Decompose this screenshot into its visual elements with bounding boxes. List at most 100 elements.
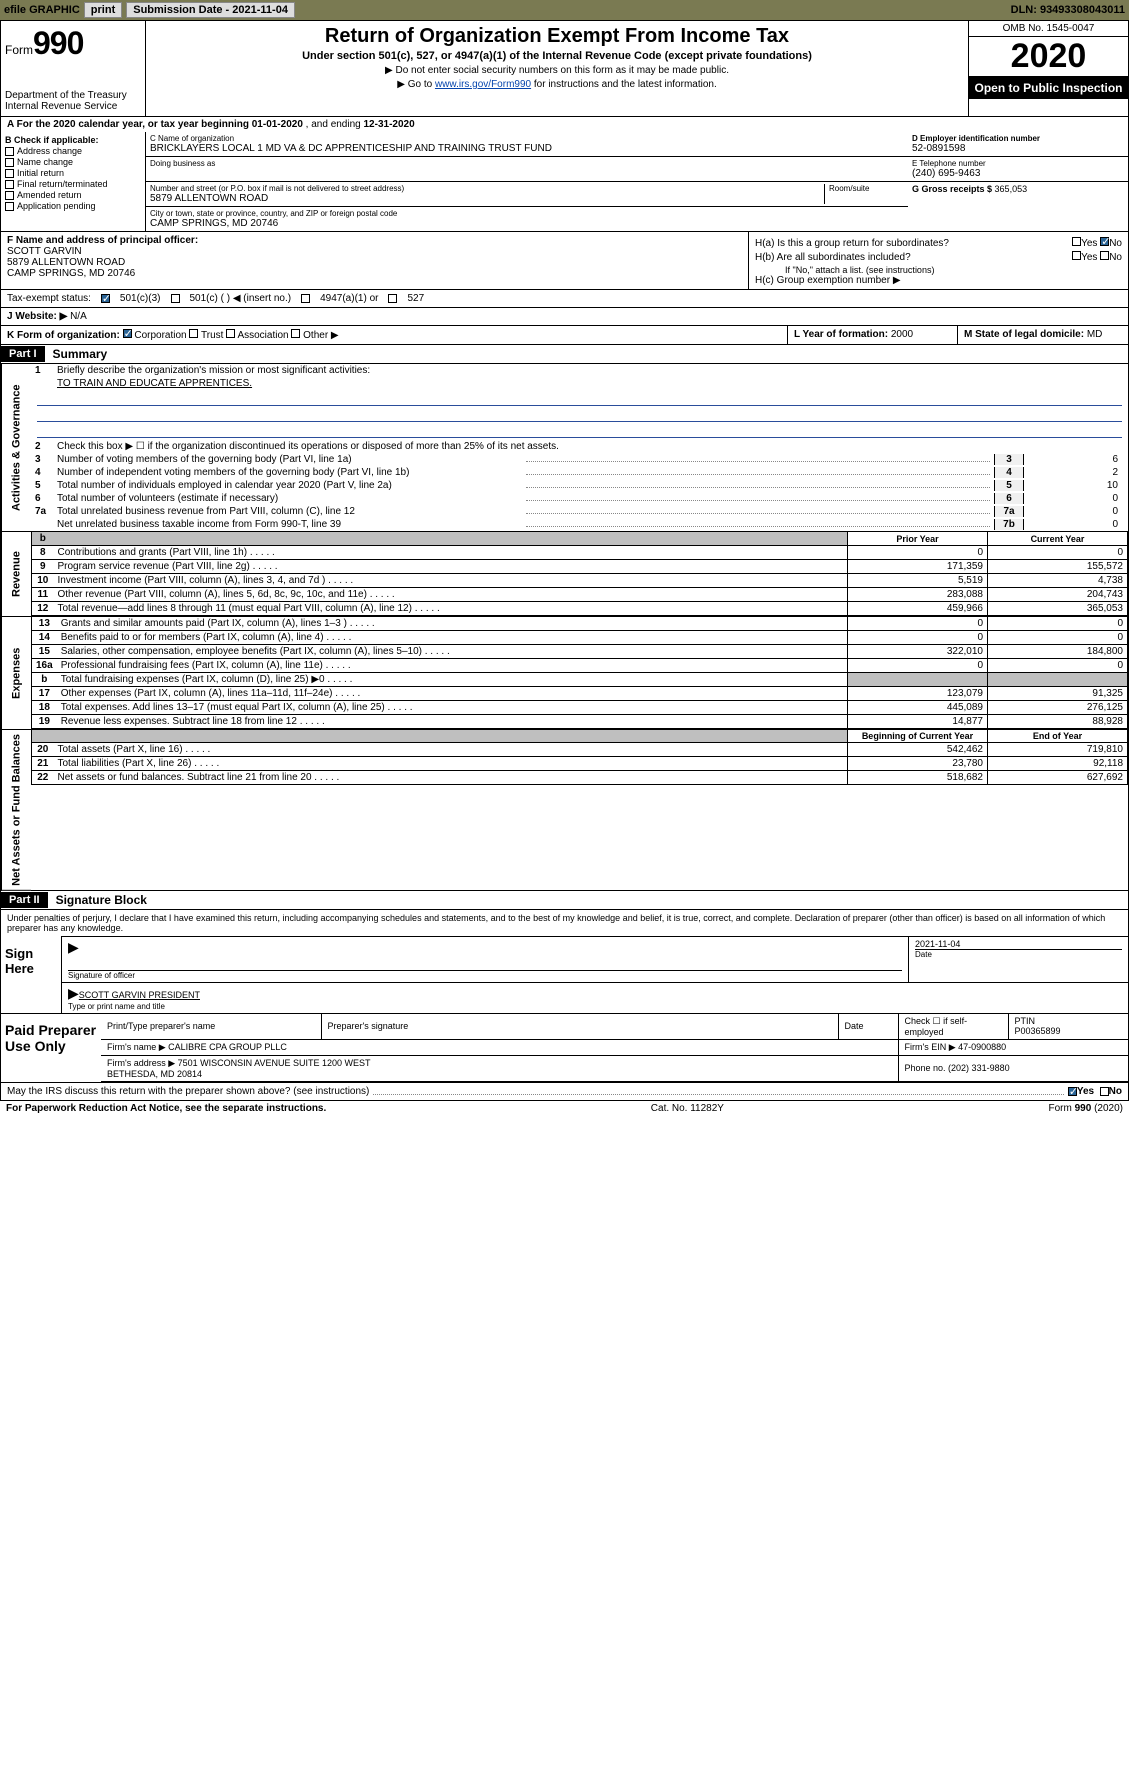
officer-typed-name: SCOTT GARVIN PRESIDENT bbox=[79, 990, 200, 1000]
room-label: Room/suite bbox=[829, 184, 904, 193]
print-button[interactable]: print bbox=[84, 2, 122, 18]
chk-corp[interactable] bbox=[123, 329, 132, 338]
note-link: ▶ Go to www.irs.gov/Form990 for instruct… bbox=[156, 79, 958, 90]
chk-527[interactable] bbox=[388, 294, 397, 303]
b-cell: b bbox=[32, 532, 54, 546]
discuss-no[interactable] bbox=[1100, 1087, 1109, 1096]
row-j-website: J Website: ▶ N/A bbox=[0, 308, 1129, 326]
expenses-table: 13Grants and similar amounts paid (Part … bbox=[31, 617, 1128, 729]
efile-top-bar: efile GRAPHIC print Submission Date - 20… bbox=[0, 0, 1129, 20]
city: CAMP SPRINGS, MD 20746 bbox=[150, 218, 904, 229]
form-subtitle: Under section 501(c), 527, or 4947(a)(1)… bbox=[156, 50, 958, 62]
chk-501c[interactable] bbox=[171, 294, 180, 303]
hb-yes[interactable] bbox=[1072, 251, 1081, 260]
city-label: City or town, state or province, country… bbox=[150, 209, 904, 218]
gross-receipts: 365,053 bbox=[995, 184, 1028, 194]
h-b: H(b) Are all subordinates included? bbox=[755, 252, 911, 263]
form-ref: Form 990 (2020) bbox=[1049, 1103, 1123, 1114]
org-name-label: C Name of organization bbox=[150, 134, 904, 143]
dln: DLN: 93493308043011 bbox=[1011, 4, 1125, 16]
ha-no[interactable] bbox=[1100, 237, 1109, 246]
firm-name: CALIBRE CPA GROUP PLLC bbox=[168, 1042, 287, 1052]
begin-year-hdr: Beginning of Current Year bbox=[848, 730, 988, 743]
line-a: A For the 2020 calendar year, or tax yea… bbox=[0, 117, 1129, 132]
box-b-header: B Check if applicable: bbox=[5, 135, 99, 145]
irs-link[interactable]: www.irs.gov/Form990 bbox=[435, 79, 531, 90]
discuss-question: May the IRS discuss this return with the… bbox=[0, 1083, 1129, 1101]
pra-notice: For Paperwork Reduction Act Notice, see … bbox=[6, 1103, 326, 1114]
sign-here: Sign Here bbox=[1, 936, 61, 1013]
dba-label: Doing business as bbox=[150, 159, 904, 168]
h-b-note: If "No," attach a list. (see instruction… bbox=[755, 265, 1122, 275]
part2-header: Part II Signature Block bbox=[0, 891, 1129, 910]
signature-block: Under penalties of perjury, I declare th… bbox=[0, 910, 1129, 1083]
tax-year: 2020 bbox=[969, 37, 1128, 77]
sig-officer-label: Signature of officer bbox=[68, 970, 902, 980]
end-year-hdr: End of Year bbox=[988, 730, 1128, 743]
part1-header: Part I Summary bbox=[0, 345, 1129, 364]
ein: 52-0891598 bbox=[912, 143, 1124, 154]
date-label: Date bbox=[915, 949, 1122, 959]
org-name: BRICKLAYERS LOCAL 1 MD VA & DC APPRENTIC… bbox=[150, 143, 904, 154]
row-i-tax-status: Tax-exempt status: 501(c)(3) 501(c) ( ) … bbox=[0, 290, 1129, 308]
blank-line bbox=[37, 392, 1122, 406]
chk-initial-return[interactable] bbox=[5, 169, 14, 178]
current-year-hdr: Current Year bbox=[988, 532, 1128, 546]
form-number: 990 bbox=[33, 25, 83, 61]
chk-501c3[interactable] bbox=[101, 294, 110, 303]
chk-name-change[interactable] bbox=[5, 158, 14, 167]
note-ssn: ▶ Do not enter social security numbers o… bbox=[156, 65, 958, 76]
ein-label: D Employer identification number bbox=[912, 134, 1124, 143]
q2: Check this box ▶ ☐ if the organization d… bbox=[57, 441, 1124, 452]
name-title-label: Type or print name and title bbox=[68, 1002, 1122, 1011]
mission: TO TRAIN AND EDUCATE APPRENTICES. bbox=[57, 378, 1124, 389]
chk-address-change[interactable] bbox=[5, 147, 14, 156]
street-label: Number and street (or P.O. box if mail i… bbox=[150, 184, 824, 193]
arrow-icon: ▶ bbox=[68, 985, 79, 1001]
efile-label: efile GRAPHIC bbox=[4, 4, 80, 16]
prep-name-label: Print/Type preparer's name bbox=[101, 1014, 321, 1040]
firm-ein: 47-0900880 bbox=[958, 1042, 1006, 1052]
ptin: P00365899 bbox=[1015, 1026, 1061, 1036]
chk-4947[interactable] bbox=[301, 294, 310, 303]
revenue-table: bPrior YearCurrent Year 8Contributions a… bbox=[31, 532, 1128, 616]
side-activities: Activities & Governance bbox=[1, 364, 31, 532]
dept-treasury: Department of the Treasury Internal Reve… bbox=[5, 90, 141, 112]
officer-name: SCOTT GARVIN bbox=[7, 246, 742, 257]
prep-self-employed: Check ☐ if self-employed bbox=[898, 1014, 1008, 1040]
street: 5879 ALLENTOWN ROAD bbox=[150, 193, 824, 204]
netassets-table: Beginning of Current YearEnd of Year 20T… bbox=[31, 730, 1128, 785]
gross-receipts-label: G Gross receipts $ bbox=[912, 184, 995, 194]
block-b-to-g: B Check if applicable: Address change Na… bbox=[0, 132, 1129, 232]
chk-amended[interactable] bbox=[5, 191, 14, 200]
arrow-icon: ▶ bbox=[68, 939, 79, 955]
prep-sig-label: Preparer's signature bbox=[321, 1014, 838, 1040]
chk-assoc[interactable] bbox=[226, 329, 235, 338]
chk-app-pending[interactable] bbox=[5, 202, 14, 211]
open-to-public: Open to Public Inspection bbox=[969, 77, 1128, 99]
chk-final-return[interactable] bbox=[5, 180, 14, 189]
sig-date: 2021-11-04 bbox=[915, 939, 1122, 949]
h-c: H(c) Group exemption number ▶ bbox=[755, 275, 1122, 286]
chk-trust[interactable] bbox=[189, 329, 198, 338]
chk-other[interactable] bbox=[291, 329, 300, 338]
cat-no: Cat. No. 11282Y bbox=[651, 1103, 724, 1114]
officer-addr2: CAMP SPRINGS, MD 20746 bbox=[7, 268, 742, 279]
discuss-yes[interactable] bbox=[1068, 1087, 1077, 1096]
ha-yes[interactable] bbox=[1072, 237, 1081, 246]
paid-preparer: Paid Preparer Use Only bbox=[1, 1014, 101, 1082]
preparer-table: Print/Type preparer's name Preparer's si… bbox=[101, 1014, 1128, 1082]
phone: (240) 695-9463 bbox=[912, 168, 1124, 179]
side-expenses: Expenses bbox=[1, 617, 31, 730]
phone-label: E Telephone number bbox=[912, 159, 1124, 168]
state-domicile: MD bbox=[1087, 329, 1103, 340]
footer: For Paperwork Reduction Act Notice, see … bbox=[0, 1101, 1129, 1116]
prior-year-hdr: Prior Year bbox=[848, 532, 988, 546]
year-formation: 2000 bbox=[891, 329, 913, 340]
hb-no[interactable] bbox=[1100, 251, 1109, 260]
submission-date: Submission Date - 2021-11-04 bbox=[126, 2, 295, 18]
officer-label: F Name and address of principal officer: bbox=[7, 235, 198, 246]
prep-date-label: Date bbox=[838, 1014, 898, 1040]
form-header: Form990 Department of the Treasury Inter… bbox=[0, 20, 1129, 117]
blank-line bbox=[37, 424, 1122, 438]
